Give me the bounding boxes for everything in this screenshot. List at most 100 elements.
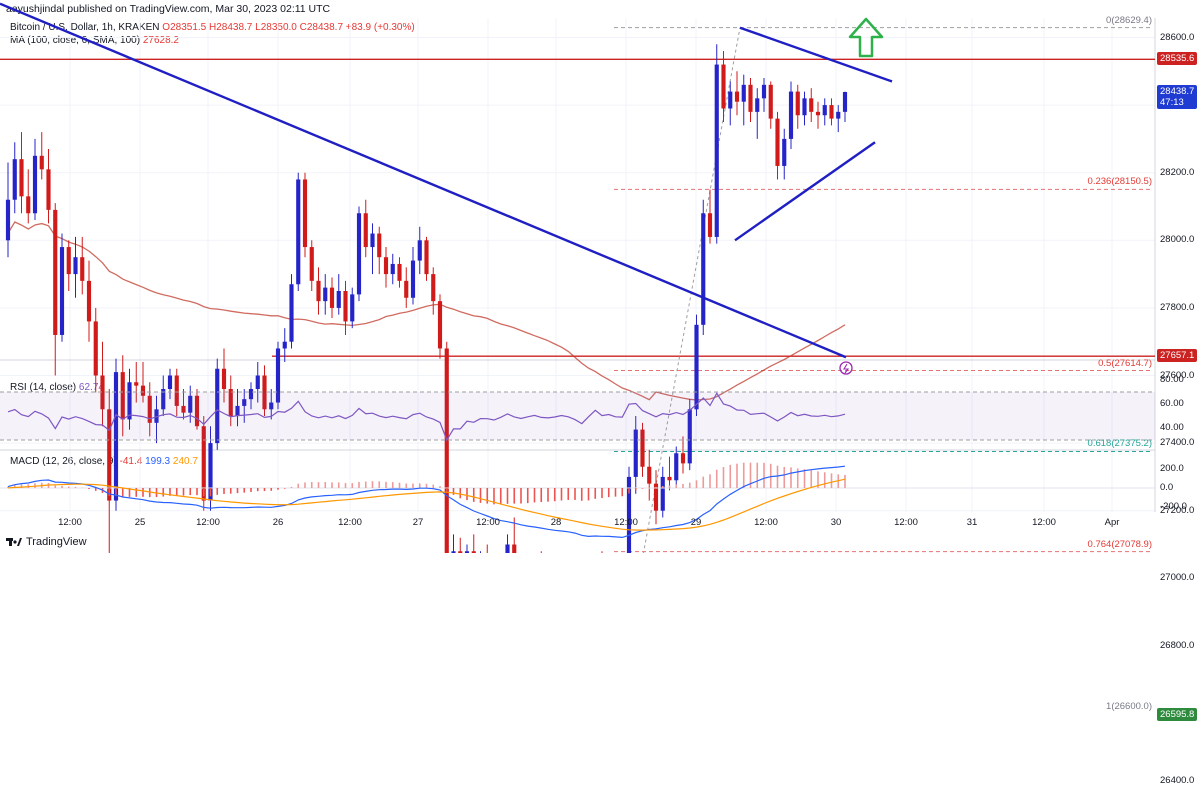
candle-body bbox=[248, 389, 254, 400]
candle-body bbox=[836, 111, 841, 119]
candle-body bbox=[674, 453, 679, 481]
candle-body bbox=[370, 233, 375, 248]
symbol-legend: Bitcoin / U.S. Dollar, 1h, KRAKEN O28351… bbox=[10, 22, 415, 33]
candle-body bbox=[296, 179, 301, 285]
time-tick-label: 12:00 bbox=[58, 517, 82, 528]
candle-body bbox=[714, 64, 719, 237]
candle-body bbox=[741, 84, 746, 102]
fib-label: 0(28629.4) bbox=[1106, 14, 1152, 26]
rsi-tick-label: 60.00 bbox=[1160, 398, 1184, 409]
price-tick-label: 26400.0 bbox=[1160, 775, 1195, 786]
candle-body bbox=[59, 247, 65, 335]
macd-label: MACD (12, 26, close, 9) bbox=[10, 456, 117, 467]
resistance-price-tag: 28535.6 bbox=[1157, 52, 1198, 66]
candle-body bbox=[228, 389, 233, 417]
candle-body bbox=[431, 274, 436, 302]
ma-value: 27628.2 bbox=[142, 35, 179, 46]
candle-body bbox=[188, 395, 193, 413]
candle-body bbox=[626, 476, 632, 553]
candle-body bbox=[194, 395, 200, 427]
triangle-upper-line bbox=[739, 26, 893, 83]
candle-body bbox=[701, 213, 706, 325]
candle-body bbox=[842, 92, 848, 112]
ma100-line bbox=[7, 221, 846, 401]
time-tick-label: 12:00 bbox=[754, 517, 778, 528]
candle-body bbox=[505, 544, 510, 553]
candle-body bbox=[336, 291, 341, 308]
time-tick-label: 12:00 bbox=[196, 517, 220, 528]
candle-body bbox=[215, 368, 220, 444]
candle-body bbox=[788, 91, 794, 139]
macd-line bbox=[7, 465, 846, 539]
alert-bolt-glyph bbox=[843, 363, 850, 374]
falling-trendline bbox=[0, 2, 847, 359]
candle-body bbox=[410, 260, 416, 298]
candle-body bbox=[707, 213, 713, 237]
price-tick-label: 27000.0 bbox=[1160, 572, 1195, 584]
candle-body bbox=[802, 98, 807, 116]
candle-body bbox=[73, 257, 78, 275]
candle-body bbox=[5, 199, 11, 241]
candle-body bbox=[154, 409, 159, 423]
publisher-header: aayushjindal published on TradingView.co… bbox=[6, 3, 331, 15]
candle-body bbox=[782, 138, 787, 166]
candle-body bbox=[181, 405, 186, 413]
candle-body bbox=[437, 301, 443, 349]
current-price-tag: 28438.7 47:13 bbox=[1157, 85, 1198, 110]
ma-label: MA (100, close, 0, SMA, 100) bbox=[10, 35, 141, 46]
candle-body bbox=[356, 213, 362, 295]
candle-body bbox=[235, 405, 240, 417]
rsi-tick-label: 80.00 bbox=[1160, 374, 1184, 385]
time-tick-label: 30 bbox=[830, 517, 842, 528]
fib-label: 0.5(27614.7) bbox=[1098, 357, 1152, 369]
candle-body bbox=[26, 196, 31, 214]
candle-body bbox=[390, 263, 395, 275]
candle-body bbox=[829, 105, 834, 119]
time-tick-label: 31 bbox=[966, 517, 978, 528]
triangle-lower-line bbox=[734, 141, 876, 242]
price-chart[interactable] bbox=[0, 0, 1200, 553]
rsi-legend: RSI (14, close) 62.74 bbox=[10, 382, 104, 393]
candle-body bbox=[512, 544, 517, 553]
time-tick-label: 12:00 bbox=[1032, 517, 1056, 528]
candle-body bbox=[19, 159, 24, 197]
price-tick-label: 28000.0 bbox=[1160, 234, 1195, 246]
candle-body bbox=[383, 257, 389, 275]
candle-body bbox=[282, 341, 287, 349]
time-tick-label: 27 bbox=[412, 517, 424, 528]
candle-body bbox=[451, 551, 456, 553]
macd-tick-label: 0.0 bbox=[1160, 482, 1174, 493]
ma-legend: MA (100, close, 0, SMA, 100) 27628.2 bbox=[10, 35, 179, 46]
fib-label: 0.764(27078.9) bbox=[1087, 538, 1152, 550]
macd-v2: 199.3 bbox=[145, 456, 171, 467]
candle-body bbox=[46, 169, 51, 210]
rsi-tick-label: 40.00 bbox=[1160, 422, 1184, 433]
footer-brand: TradingView bbox=[6, 536, 87, 548]
candle-body bbox=[458, 551, 463, 553]
fib-label: 0.618(27375.2) bbox=[1087, 438, 1152, 450]
candle-body bbox=[775, 118, 780, 166]
candle-body bbox=[316, 280, 321, 302]
time-tick-label: 25 bbox=[134, 517, 146, 528]
candle-body bbox=[120, 372, 125, 420]
candle-body bbox=[734, 91, 740, 102]
macd-v1: -41.4 bbox=[119, 456, 143, 467]
macd-v3: 240.7 bbox=[172, 456, 198, 467]
price-tick-label: 28600.0 bbox=[1160, 31, 1195, 43]
time-tick-label: 12:00 bbox=[338, 517, 362, 528]
candle-body bbox=[748, 84, 753, 112]
candle-body bbox=[242, 399, 247, 406]
candle-body bbox=[640, 429, 645, 467]
candle-body bbox=[174, 375, 179, 406]
time-tick-label: 12:00 bbox=[614, 517, 638, 528]
price-tick-label: 26800.0 bbox=[1160, 639, 1195, 651]
candle-body bbox=[350, 294, 355, 322]
candle-body bbox=[397, 263, 402, 281]
candle-body bbox=[93, 321, 98, 376]
candle-body bbox=[795, 91, 800, 116]
candle-body bbox=[262, 375, 267, 410]
time-tick-label: 29 bbox=[690, 517, 702, 528]
fib-label: 0.236(28150.5) bbox=[1087, 176, 1152, 188]
candle-body bbox=[343, 291, 348, 322]
candle-body bbox=[100, 375, 105, 410]
